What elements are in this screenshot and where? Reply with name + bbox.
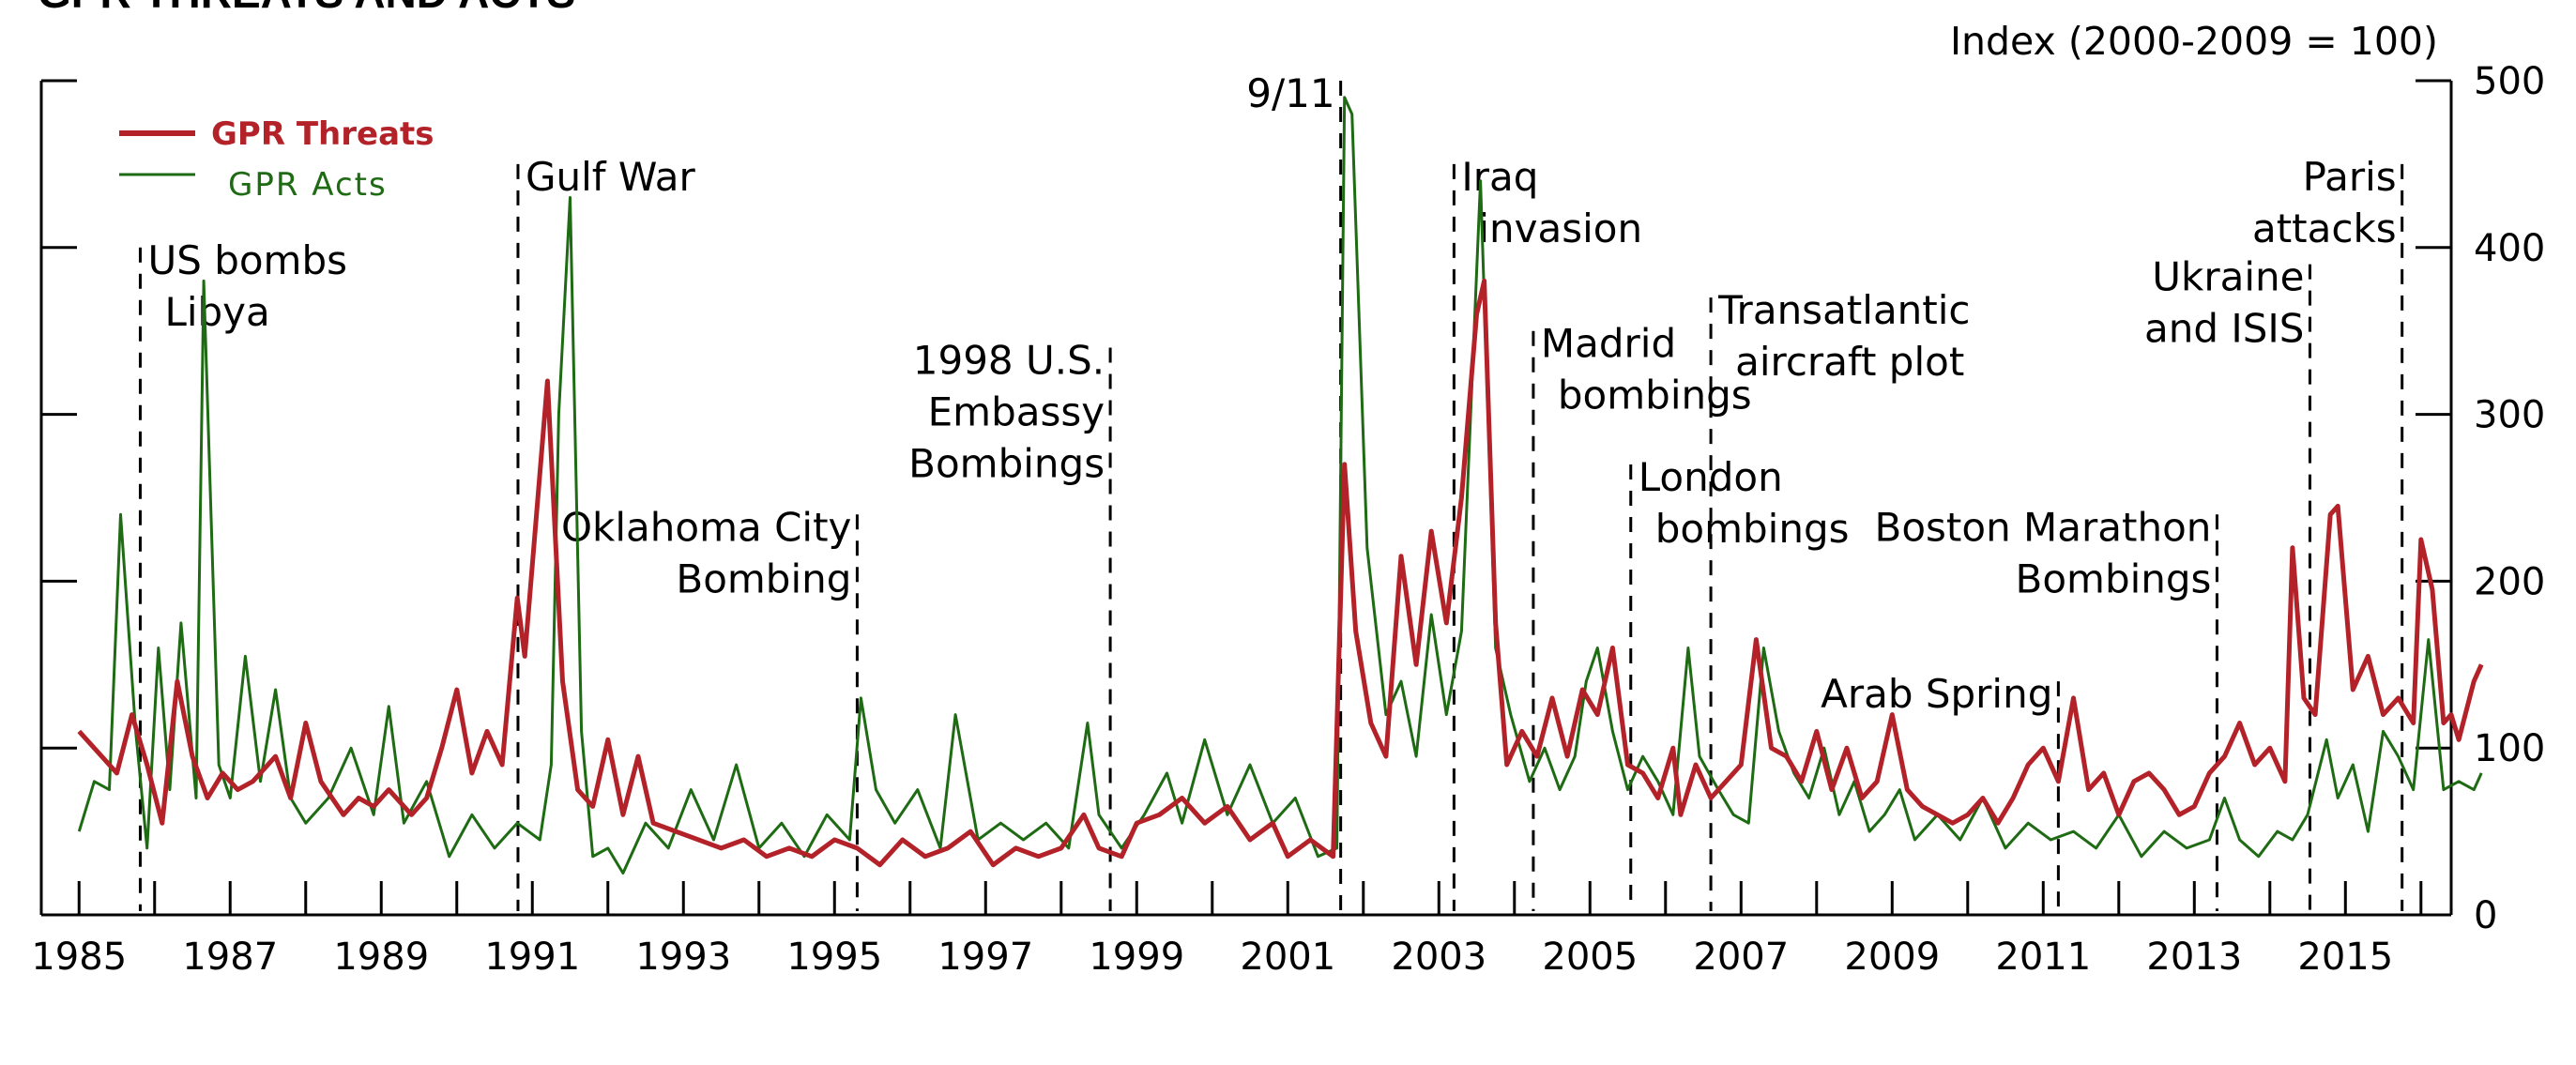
y-tick-label: 0 (2474, 894, 2497, 937)
x-tick-label: 1997 (937, 936, 1033, 979)
y-unit-label: Index (2000-2009 = 100) (1950, 19, 2438, 64)
event-label: Oklahoma City (561, 504, 851, 550)
event-label: bombings (1558, 373, 1752, 418)
x-tick-label: 2005 (1542, 936, 1638, 979)
event-label: and ISIS (2144, 306, 2304, 352)
legend: GPR Threats GPR Acts (119, 115, 434, 204)
event-label: invasion (1478, 205, 1642, 251)
event-label: aircraft plot (1735, 339, 1964, 385)
event-label: Transatlantic (1717, 287, 1970, 333)
event-label: 9/11 (1246, 70, 1334, 116)
event-label: Bombings (2016, 555, 2212, 601)
x-tick-label: 2013 (2146, 936, 2242, 979)
event-label: Libya (164, 289, 269, 335)
x-tick-label: 1995 (786, 936, 882, 979)
y-tick-label: 400 (2474, 227, 2545, 270)
series-line-gpr-acts (77, 96, 2483, 875)
event-label: Paris (2303, 154, 2397, 200)
y-tick-label: 500 (2474, 60, 2545, 103)
x-tick-label: 2015 (2297, 936, 2393, 979)
x-tick-label: 2003 (1391, 936, 1486, 979)
event-label: Ukraine (2152, 254, 2304, 300)
x-tick-label: 2009 (1844, 936, 1940, 979)
x-tick-label: 2011 (1995, 936, 2091, 979)
event-label: Embassy (928, 388, 1105, 434)
x-tick-label: 1989 (333, 936, 429, 979)
x-tick-label: 1985 (31, 936, 127, 979)
event-label: Bombings (908, 440, 1105, 486)
x-tick-label: 2007 (1693, 936, 1789, 979)
series-lines (77, 96, 2484, 875)
event-label: Iraq (1461, 154, 1538, 200)
y-tick-label: 100 (2474, 727, 2545, 770)
event-label: 1998 U.S. (913, 337, 1105, 383)
x-tick-label: 1999 (1089, 936, 1184, 979)
event-label: Arab Spring (1821, 671, 2052, 717)
event-label: attacks (2252, 205, 2397, 251)
event-label: bombings (1655, 506, 1850, 552)
x-tick-label: 1991 (484, 936, 580, 979)
event-label: Boston Marathon (1875, 504, 2212, 550)
event-label: Bombing (676, 555, 851, 601)
event-label: Madrid (1541, 321, 1676, 367)
y-tick-label: 200 (2474, 560, 2545, 603)
y-tick-label: 300 (2474, 394, 2545, 437)
axes: 0 100 200 300 400 500 1985 1987 1989 1991 1993 1995… (31, 60, 2545, 979)
event-label: Gulf War (526, 154, 696, 200)
x-tick-label: 1987 (182, 936, 278, 979)
x-tick-label: 1993 (635, 936, 731, 979)
x-tick-label: 2001 (1240, 936, 1335, 979)
event-markers: US bombs Libya Gulf War Oklahoma City Bombin… (138, 70, 2404, 911)
event-label: US bombs (147, 237, 347, 283)
legend-label-threats: GPR Threats (211, 115, 434, 153)
series-line-gpr-threats (77, 278, 2484, 868)
legend-label-acts: GPR Acts (228, 166, 388, 204)
chart-title: GPR THREATS AND ACTS (38, 0, 575, 17)
